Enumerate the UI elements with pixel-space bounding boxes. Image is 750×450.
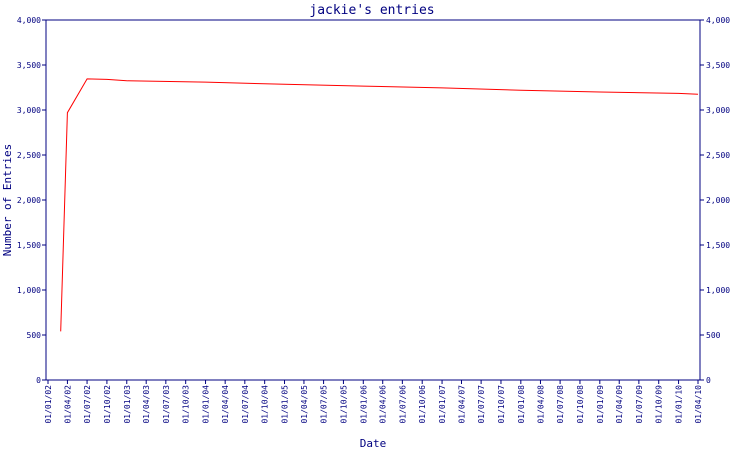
- series-layer: [60, 78, 699, 332]
- x-tick-label: 01/07/05: [320, 385, 329, 424]
- y-tick-label-right: 2,500: [706, 151, 730, 160]
- x-tick-label: 01/07/09: [635, 385, 644, 424]
- y-tick-label-left: 1,000: [17, 286, 41, 295]
- x-tick-label: 01/10/06: [418, 385, 427, 424]
- x-tick-label: 01/07/06: [398, 385, 407, 424]
- x-tick-label: 01/10/09: [655, 385, 664, 424]
- x-tick-label: 01/04/02: [63, 385, 72, 424]
- x-tick-label: 01/07/02: [83, 385, 92, 424]
- y-axis-left: 0 500 1,000 1,500 2,000 2,500 3,000 3,500 4,000: [17, 16, 46, 385]
- x-tick-label: 01/10/04: [261, 385, 270, 424]
- y-tick-label-right: 4,000: [706, 16, 730, 25]
- y-tick-label-right: 3,000: [706, 106, 730, 115]
- x-tick-label: 01/01/08: [517, 385, 526, 424]
- y-tick-label-left: 500: [27, 331, 42, 340]
- x-tick-label: 01/01/07: [438, 385, 447, 424]
- x-tick-label: 01/04/06: [379, 385, 388, 424]
- x-tick-label: 01/04/10: [694, 385, 703, 424]
- y-tick-label-left: 0: [36, 376, 41, 385]
- x-axis: 01/01/02 01/04/02 01/07/02 01/10/02 01/01/03…: [44, 380, 703, 424]
- x-tick-label: 01/10/08: [576, 385, 585, 424]
- y-tick-label-right: 2,000: [706, 196, 730, 205]
- x-tick-label: 01/01/03: [123, 385, 132, 424]
- y-tick-label-right: 500: [706, 331, 721, 340]
- y-tick-label-right: 3,500: [706, 61, 730, 70]
- x-tick-label: 01/01/02: [44, 385, 53, 424]
- y-tick-label-left: 3,500: [17, 61, 41, 70]
- x-tick-label: 01/01/06: [359, 385, 368, 424]
- y-tick-label-left: 2,000: [17, 196, 41, 205]
- y-tick-label-left: 2,500: [17, 151, 41, 160]
- y-tick-label-right: 0: [706, 376, 711, 385]
- y-tick-label-right: 1,500: [706, 241, 730, 250]
- x-tick-label: 01/10/02: [103, 385, 112, 424]
- x-tick-label: 01/01/10: [675, 385, 684, 424]
- x-tick-label: 01/04/04: [221, 385, 230, 424]
- x-tick-label: 01/04/08: [536, 385, 545, 424]
- y-tick-label-left: 1,500: [17, 241, 41, 250]
- x-tick-label: 01/10/03: [182, 385, 191, 424]
- y-tick-label-left: 4,000: [17, 16, 41, 25]
- x-tick-label: 01/04/09: [615, 385, 624, 424]
- x-tick-label: 01/07/04: [241, 385, 250, 424]
- x-tick-label: 01/07/03: [162, 385, 171, 424]
- y-axis-right: 0 500 1,000 1,500 2,000 2,500 3,000 3,500 4,000: [700, 16, 730, 385]
- x-tick-label: 01/01/09: [596, 385, 605, 424]
- chart-title: jackie's entries: [309, 3, 434, 18]
- x-tick-label: 01/07/07: [477, 385, 486, 424]
- x-tick-label: 01/10/05: [339, 385, 348, 424]
- y-tick-label-right: 1,000: [706, 286, 730, 295]
- y-axis-title: Number of Entries: [1, 144, 14, 257]
- x-tick-label: 01/10/07: [497, 385, 506, 424]
- y-tick-label-left: 3,000: [17, 106, 41, 115]
- x-tick-label: 01/04/03: [142, 385, 151, 424]
- series-line: [60, 78, 699, 332]
- x-axis-title: Date: [360, 437, 387, 450]
- x-tick-label: 01/04/07: [457, 385, 466, 424]
- x-tick-label: 01/01/05: [281, 385, 290, 424]
- plot-area-frame: [45, 19, 701, 381]
- x-tick-label: 01/07/08: [556, 385, 565, 424]
- x-tick-label: 01/04/05: [300, 385, 309, 424]
- x-tick-label: 01/01/04: [202, 385, 211, 424]
